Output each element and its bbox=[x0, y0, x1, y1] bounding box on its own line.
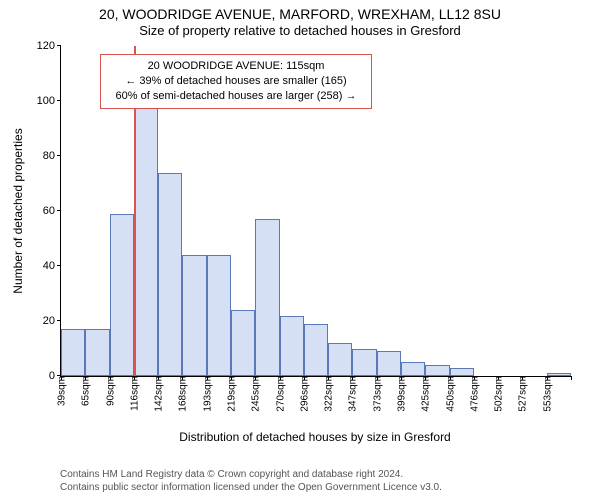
x-tick-label: 219sqm bbox=[225, 376, 238, 412]
x-tick-mark bbox=[377, 376, 378, 380]
x-tick-label: 142sqm bbox=[152, 376, 165, 412]
histogram-bar bbox=[304, 324, 328, 376]
x-tick-label: 425sqm bbox=[419, 376, 432, 412]
annotation-line-3: 60% of semi-detached houses are larger (… bbox=[109, 89, 363, 104]
x-tick-mark bbox=[207, 376, 208, 380]
x-tick-mark bbox=[547, 376, 548, 380]
histogram-bar bbox=[61, 329, 85, 376]
x-tick-label: 193sqm bbox=[200, 376, 213, 412]
y-tick-label: 20 bbox=[43, 315, 61, 327]
x-tick-mark bbox=[401, 376, 402, 380]
histogram-bar bbox=[110, 214, 134, 376]
x-tick-mark bbox=[231, 376, 232, 380]
x-tick-mark bbox=[134, 376, 135, 380]
x-tick-label: 65sqm bbox=[79, 376, 92, 406]
y-tick-label: 40 bbox=[43, 260, 61, 272]
y-tick-mark bbox=[57, 100, 61, 101]
attribution-footer: Contains HM Land Registry data © Crown c… bbox=[60, 468, 442, 494]
y-tick-mark bbox=[57, 210, 61, 211]
x-tick-mark bbox=[522, 376, 523, 380]
x-tick-label: 527sqm bbox=[516, 376, 529, 412]
footer-line-1: Contains HM Land Registry data © Crown c… bbox=[60, 468, 442, 481]
histogram-bar bbox=[450, 368, 474, 376]
x-tick-label: 296sqm bbox=[297, 376, 310, 412]
y-tick-label: 100 bbox=[37, 95, 61, 107]
chart-container: 20, WOODRIDGE AVENUE, MARFORD, WREXHAM, … bbox=[0, 0, 600, 500]
x-tick-label: 373sqm bbox=[370, 376, 383, 412]
x-tick-label: 90sqm bbox=[103, 376, 116, 406]
y-tick-mark bbox=[57, 45, 61, 46]
histogram-bar bbox=[401, 362, 425, 376]
x-tick-label: 502sqm bbox=[492, 376, 505, 412]
x-axis-label: Distribution of detached houses by size … bbox=[179, 430, 450, 444]
x-tick-mark bbox=[110, 376, 111, 380]
histogram-bar bbox=[207, 255, 231, 376]
y-tick-mark bbox=[57, 265, 61, 266]
x-tick-mark bbox=[450, 376, 451, 380]
x-tick-label: 270sqm bbox=[273, 376, 286, 412]
annotation-line-2: ← 39% of detached houses are smaller (16… bbox=[109, 74, 363, 89]
x-tick-mark bbox=[352, 376, 353, 380]
y-tick-label: 120 bbox=[37, 40, 61, 52]
histogram-bar bbox=[158, 173, 182, 377]
x-tick-mark bbox=[158, 376, 159, 380]
x-tick-label: 553sqm bbox=[540, 376, 553, 412]
x-tick-mark bbox=[182, 376, 183, 380]
histogram-bar bbox=[85, 329, 109, 376]
x-tick-label: 168sqm bbox=[176, 376, 189, 412]
y-tick-label: 80 bbox=[43, 150, 61, 162]
annotation-box: 20 WOODRIDGE AVENUE: 115sqm ← 39% of det… bbox=[100, 54, 372, 109]
x-tick-mark bbox=[61, 376, 62, 380]
page-subtitle: Size of property relative to detached ho… bbox=[0, 23, 600, 41]
histogram-bar bbox=[134, 107, 158, 377]
x-tick-mark bbox=[474, 376, 475, 380]
x-tick-label: 399sqm bbox=[395, 376, 408, 412]
x-tick-mark bbox=[328, 376, 329, 380]
y-tick-mark bbox=[57, 155, 61, 156]
footer-line-2: Contains public sector information licen… bbox=[60, 481, 442, 494]
histogram-bar bbox=[255, 219, 279, 376]
page-title: 20, WOODRIDGE AVENUE, MARFORD, WREXHAM, … bbox=[0, 0, 600, 23]
x-tick-label: 322sqm bbox=[322, 376, 335, 412]
x-tick-mark bbox=[425, 376, 426, 380]
x-tick-mark bbox=[280, 376, 281, 380]
histogram-bar bbox=[377, 351, 401, 376]
x-tick-mark bbox=[304, 376, 305, 380]
histogram-bar bbox=[182, 255, 206, 376]
histogram-bar bbox=[280, 316, 304, 377]
y-tick-mark bbox=[57, 320, 61, 321]
x-tick-mark bbox=[255, 376, 256, 380]
x-tick-mark bbox=[498, 376, 499, 380]
y-axis-label: Number of detached properties bbox=[11, 128, 25, 293]
x-tick-mark bbox=[571, 376, 572, 380]
histogram-bar bbox=[425, 365, 449, 376]
x-tick-mark bbox=[85, 376, 86, 380]
x-tick-label: 450sqm bbox=[443, 376, 456, 412]
histogram-bar bbox=[231, 310, 255, 376]
histogram-bar bbox=[328, 343, 352, 376]
x-tick-label: 347sqm bbox=[346, 376, 359, 412]
x-tick-label: 39sqm bbox=[55, 376, 68, 406]
y-tick-label: 60 bbox=[43, 205, 61, 217]
x-tick-label: 116sqm bbox=[127, 376, 140, 411]
x-tick-label: 476sqm bbox=[467, 376, 480, 412]
x-tick-label: 245sqm bbox=[249, 376, 262, 412]
annotation-line-1: 20 WOODRIDGE AVENUE: 115sqm bbox=[109, 59, 363, 74]
histogram-bar bbox=[352, 349, 376, 377]
